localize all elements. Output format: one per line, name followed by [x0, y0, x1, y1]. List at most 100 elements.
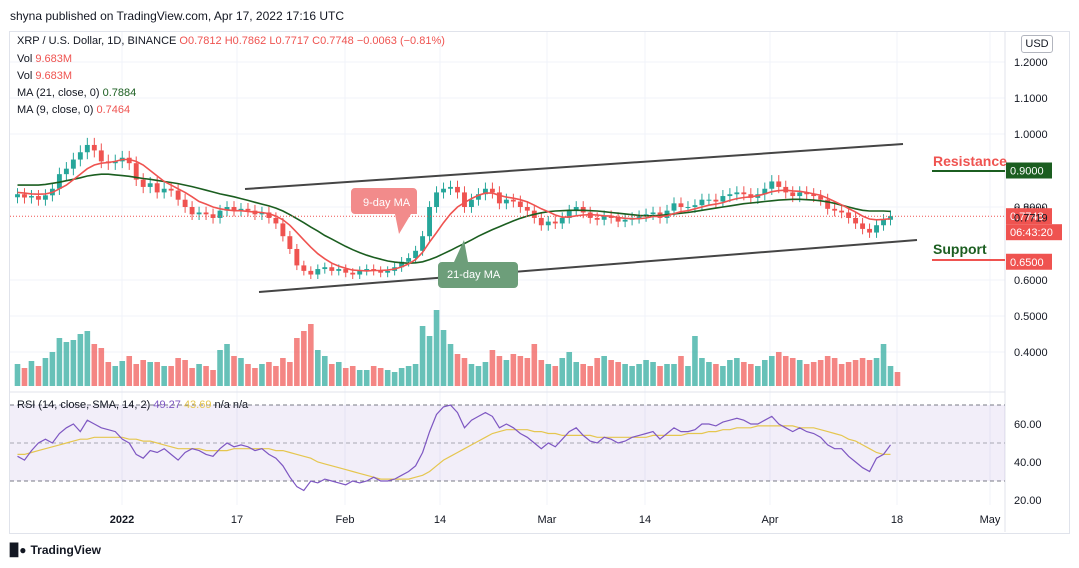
- candle-body: [140, 179, 146, 187]
- volume-bar: [622, 364, 628, 386]
- candle-body: [301, 265, 307, 271]
- volume-bar: [636, 364, 642, 386]
- volume-bar: [308, 324, 314, 386]
- candle-body: [608, 216, 614, 218]
- volume-bar: [105, 362, 112, 386]
- candle-body: [727, 194, 733, 197]
- volume-bar: [56, 338, 63, 386]
- rsi-tick-label: 60.00: [1014, 419, 1042, 431]
- volume-bar: [706, 362, 712, 386]
- currency-button[interactable]: USD: [1021, 35, 1053, 53]
- volume-bar: [238, 358, 244, 386]
- volume-bar: [203, 366, 209, 386]
- volume-bar: [266, 362, 272, 386]
- candle-body: [482, 188, 488, 195]
- candle-body: [217, 210, 223, 218]
- candle-body: [762, 188, 768, 195]
- volume-bar: [189, 368, 195, 386]
- volume-bar: [433, 310, 440, 386]
- candle-body: [350, 272, 356, 275]
- volume-bar: [14, 364, 21, 386]
- candle-body: [476, 194, 481, 200]
- volume-bar: [245, 364, 251, 386]
- price-tick-label: 1.2000: [1014, 57, 1048, 69]
- volume-bar: [894, 372, 901, 386]
- candle-body: [538, 217, 544, 226]
- volume-bar: [552, 366, 559, 386]
- volume-bar: [817, 360, 824, 386]
- price-label: 06:43:20: [1010, 227, 1053, 239]
- ma9-line: [17, 158, 891, 272]
- rsi-legend: RSI (14, close, SMA, 14, 2) 49.27 43.69 …: [17, 399, 249, 411]
- candle-body: [853, 217, 859, 224]
- volume-bar: [391, 372, 398, 386]
- ma21-label[interactable]: MA (21, close, 0): [17, 87, 100, 99]
- candle-body: [804, 192, 810, 195]
- volume-bar: [664, 364, 670, 386]
- volume-bar: [91, 344, 98, 386]
- candle-body: [496, 192, 502, 204]
- symbol-title[interactable]: XRP / U.S. Dollar, 1D, BINANCE: [17, 35, 177, 47]
- rsi-line: [17, 404, 891, 492]
- volume-bar: [63, 342, 70, 386]
- volume-bar: [643, 360, 649, 386]
- candle-body: [343, 269, 349, 273]
- volume-bar: [147, 362, 153, 386]
- footer-brand[interactable]: TradingView: [30, 543, 101, 557]
- volume-bar: [342, 368, 349, 386]
- candle-body: [399, 261, 405, 268]
- volume-bar: [873, 358, 880, 386]
- candle-body: [413, 250, 419, 259]
- candle-body: [196, 212, 202, 215]
- candle-body: [441, 188, 446, 193]
- volume-bar: [482, 362, 489, 386]
- candle-body: [825, 199, 831, 209]
- ma21-legend: MA (21, close, 0) 0.7884: [17, 87, 136, 99]
- candle-body: [22, 194, 27, 198]
- volume-bar: [335, 362, 342, 386]
- volume-bar: [538, 360, 545, 386]
- volume-bar: [384, 370, 391, 386]
- candle-body: [168, 188, 174, 191]
- volume-bar: [496, 356, 503, 386]
- candle-body: [175, 190, 181, 200]
- volume-bar: [866, 360, 873, 386]
- volume-bar: [824, 356, 831, 386]
- volume-bar: [657, 366, 663, 386]
- volume-bar: [412, 364, 419, 386]
- time-tick-label: 18: [891, 514, 903, 526]
- ma21-line: [17, 173, 891, 265]
- vol-legend-1: Vol 9.683M: [17, 53, 72, 65]
- candle-body: [573, 207, 579, 211]
- vol-label[interactable]: Vol: [17, 70, 33, 82]
- tradingview-logo-icon[interactable]: ▉●: [10, 543, 27, 557]
- volume-bar: [468, 364, 475, 386]
- volume-bar: [559, 358, 566, 386]
- volume-bar: [405, 366, 412, 386]
- candle-body: [455, 186, 460, 193]
- price-label-box: [1006, 208, 1052, 225]
- candle-body: [287, 236, 293, 249]
- candle-body: [881, 219, 886, 226]
- rsi-tick-label: 20.00: [1014, 495, 1042, 507]
- candle-body: [273, 217, 279, 224]
- candle-body: [797, 192, 803, 197]
- candle-body: [594, 217, 600, 220]
- vol-legend-2: Vol 9.683M: [17, 70, 72, 82]
- volume-bar: [845, 362, 852, 386]
- candle-body: [224, 207, 230, 211]
- candle-body: [671, 203, 677, 211]
- volume-bar: [852, 360, 859, 386]
- ma9-label[interactable]: MA (9, close, 0): [17, 104, 94, 116]
- volume-bar: [587, 366, 593, 386]
- candle-body: [126, 157, 132, 164]
- support-annotation: Support: [933, 241, 987, 257]
- volume-bar: [322, 356, 328, 386]
- candle-body: [385, 270, 391, 273]
- vol-label[interactable]: Vol: [17, 53, 33, 65]
- time-tick-label: 17: [231, 514, 243, 526]
- volume-bar: [440, 330, 447, 386]
- candle-body: [238, 208, 244, 211]
- volume-bar: [419, 326, 426, 386]
